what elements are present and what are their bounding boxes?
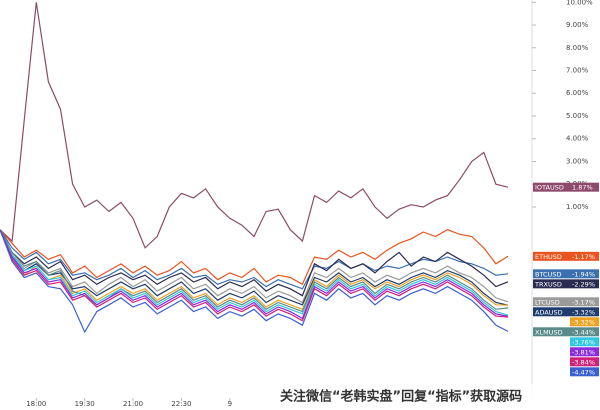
price-tag: -3.84% — [570, 357, 599, 367]
price-tags: IOTAUSD 1.87%ETHUSD -1.17%BTCUSD -1.94%TRXU… — [533, 182, 599, 377]
price-tag: -3.32% — [570, 317, 599, 327]
tag-value: -3.84% — [572, 358, 595, 366]
price-tag: XLMUSD -3.44% — [533, 327, 599, 337]
tag-value: -3.32% — [572, 308, 595, 316]
tag-value: 1.87% — [572, 184, 593, 192]
y-tick-label: 4.00% — [566, 135, 589, 143]
tag-name-box — [533, 297, 570, 307]
tag-name-box — [533, 182, 570, 192]
price-tag: ETHUSD -1.17% — [533, 251, 599, 261]
tag-value-box — [570, 279, 599, 289]
series-line — [0, 229, 509, 320]
tag-name: ETHUSD — [535, 253, 562, 261]
watermark-bg — [272, 384, 600, 410]
series-line — [0, 229, 509, 311]
x-tick-label: 21:00 — [123, 400, 143, 408]
tag-value-box — [570, 357, 599, 367]
y-tick-label: 8.00% — [566, 44, 589, 52]
tag-value-box — [570, 327, 599, 337]
series-line — [0, 229, 509, 322]
price-tag: -4.47% — [570, 367, 599, 377]
price-tag: BTCUSD -1.94% — [533, 269, 599, 279]
tag-value-box — [570, 251, 599, 261]
tag-value: -3.32% — [572, 318, 595, 326]
tag-value: -3.81% — [572, 348, 595, 356]
tag-value: -3.76% — [572, 338, 595, 346]
tag-name: XLMUSD — [535, 328, 563, 336]
x-tick-label: 22:30 — [171, 400, 191, 408]
y-tick-label: 5.00% — [566, 112, 589, 120]
tag-name: ADAUSD — [535, 308, 563, 316]
series-line — [0, 229, 509, 316]
tag-name: IOTAUSD — [535, 184, 564, 192]
y-tick-label: 3.00% — [566, 157, 589, 165]
y-tick-label: 10.00% — [566, 0, 593, 6]
tag-value: -3.17% — [572, 298, 595, 306]
tag-value-box — [570, 337, 599, 347]
tag-name-box — [533, 279, 570, 289]
price-tag: ADAUSD -3.32% — [533, 307, 599, 317]
series-line — [0, 229, 509, 334]
tag-value-box — [570, 182, 599, 192]
tag-name-box — [533, 307, 570, 317]
tag-name: BTCUSD — [535, 270, 561, 278]
series-line — [0, 229, 509, 304]
y-tick-label: 6.00% — [566, 89, 589, 97]
plot-area: 18:00 19:30 21:00 22:30 9 — [0, 2, 509, 408]
x-tick-label: 9 — [228, 400, 232, 408]
y-tick-label: 7.00% — [566, 67, 589, 75]
tag-name-box — [533, 269, 570, 279]
y-tick-label: 1.00% — [566, 203, 589, 211]
series-line — [0, 229, 509, 306]
tag-name-box — [533, 327, 570, 337]
tag-value: -4.47% — [572, 368, 595, 376]
x-tick-label: 18:00 — [26, 400, 46, 408]
series-line — [0, 229, 509, 297]
series-line — [0, 229, 509, 290]
tag-value-box — [570, 317, 599, 327]
tag-value: -2.29% — [572, 280, 595, 288]
tag-value-box — [570, 297, 599, 307]
price-tag: -3.76% — [570, 337, 599, 347]
y-tick-label: 9.00% — [566, 21, 589, 29]
watermark: 关注微信“老韩实盘”回复“指标”获取源码 — [280, 389, 522, 405]
x-tick-label: 19:30 — [75, 400, 95, 408]
tag-name: TRXUSD — [534, 280, 562, 288]
tag-value: -3.44% — [572, 328, 595, 336]
series-line — [0, 229, 509, 286]
price-tag: TRXUSD -2.29% — [533, 279, 599, 289]
tag-value-box — [570, 347, 599, 357]
tag-value: -1.17% — [572, 253, 595, 261]
tag-value-box — [570, 367, 599, 377]
tag-name-box — [533, 251, 570, 261]
price-tag: LTCUSD -3.17% — [533, 297, 599, 307]
series-line — [0, 2, 509, 249]
price-tag: IOTAUSD 1.87% — [533, 182, 599, 192]
tag-value-box — [570, 307, 599, 317]
tag-value-box — [570, 269, 599, 279]
tag-name: LTCUSD — [535, 298, 560, 306]
tag-value: -1.94% — [572, 270, 595, 278]
price-tag: -3.81% — [570, 347, 599, 357]
